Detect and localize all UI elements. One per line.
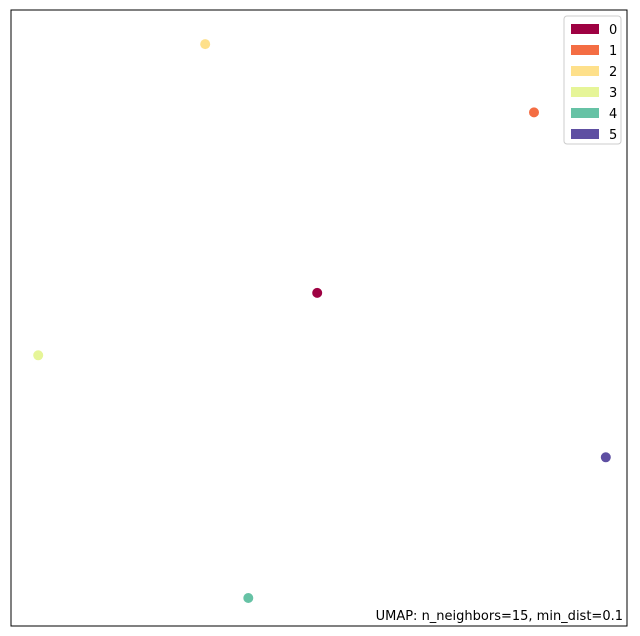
- legend-label-1: 1: [609, 44, 617, 59]
- scatter-point-5: [600, 452, 611, 463]
- scatter-point-4: [243, 593, 254, 603]
- legend-swatch-5: [571, 129, 599, 139]
- legend-label-5: 5: [609, 128, 617, 143]
- scatter-point-3: [33, 350, 44, 361]
- legend-label-4: 4: [609, 107, 617, 122]
- legend-swatch-1: [571, 45, 599, 55]
- legend-swatch-4: [571, 108, 599, 118]
- legend-label-0: 0: [609, 23, 617, 38]
- scatter-point-0: [312, 287, 323, 298]
- umap-parameters-annotation: UMAP: n_neighbors=15, min_dist=0.1: [376, 609, 623, 624]
- scatter-points: [33, 39, 611, 603]
- plot-frame: [10, 9, 628, 627]
- legend-label-3: 3: [609, 86, 617, 101]
- legend-swatch-3: [571, 87, 599, 97]
- legend: 0 1 2 3 4 5: [563, 15, 622, 145]
- scatter-point-1: [529, 107, 539, 118]
- scatter-point-2: [200, 39, 211, 50]
- legend-label-2: 2: [609, 65, 617, 80]
- legend-swatch-2: [571, 66, 599, 76]
- legend-swatch-0: [571, 24, 599, 34]
